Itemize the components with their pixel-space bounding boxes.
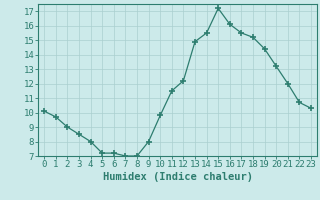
X-axis label: Humidex (Indice chaleur): Humidex (Indice chaleur) — [103, 172, 252, 182]
